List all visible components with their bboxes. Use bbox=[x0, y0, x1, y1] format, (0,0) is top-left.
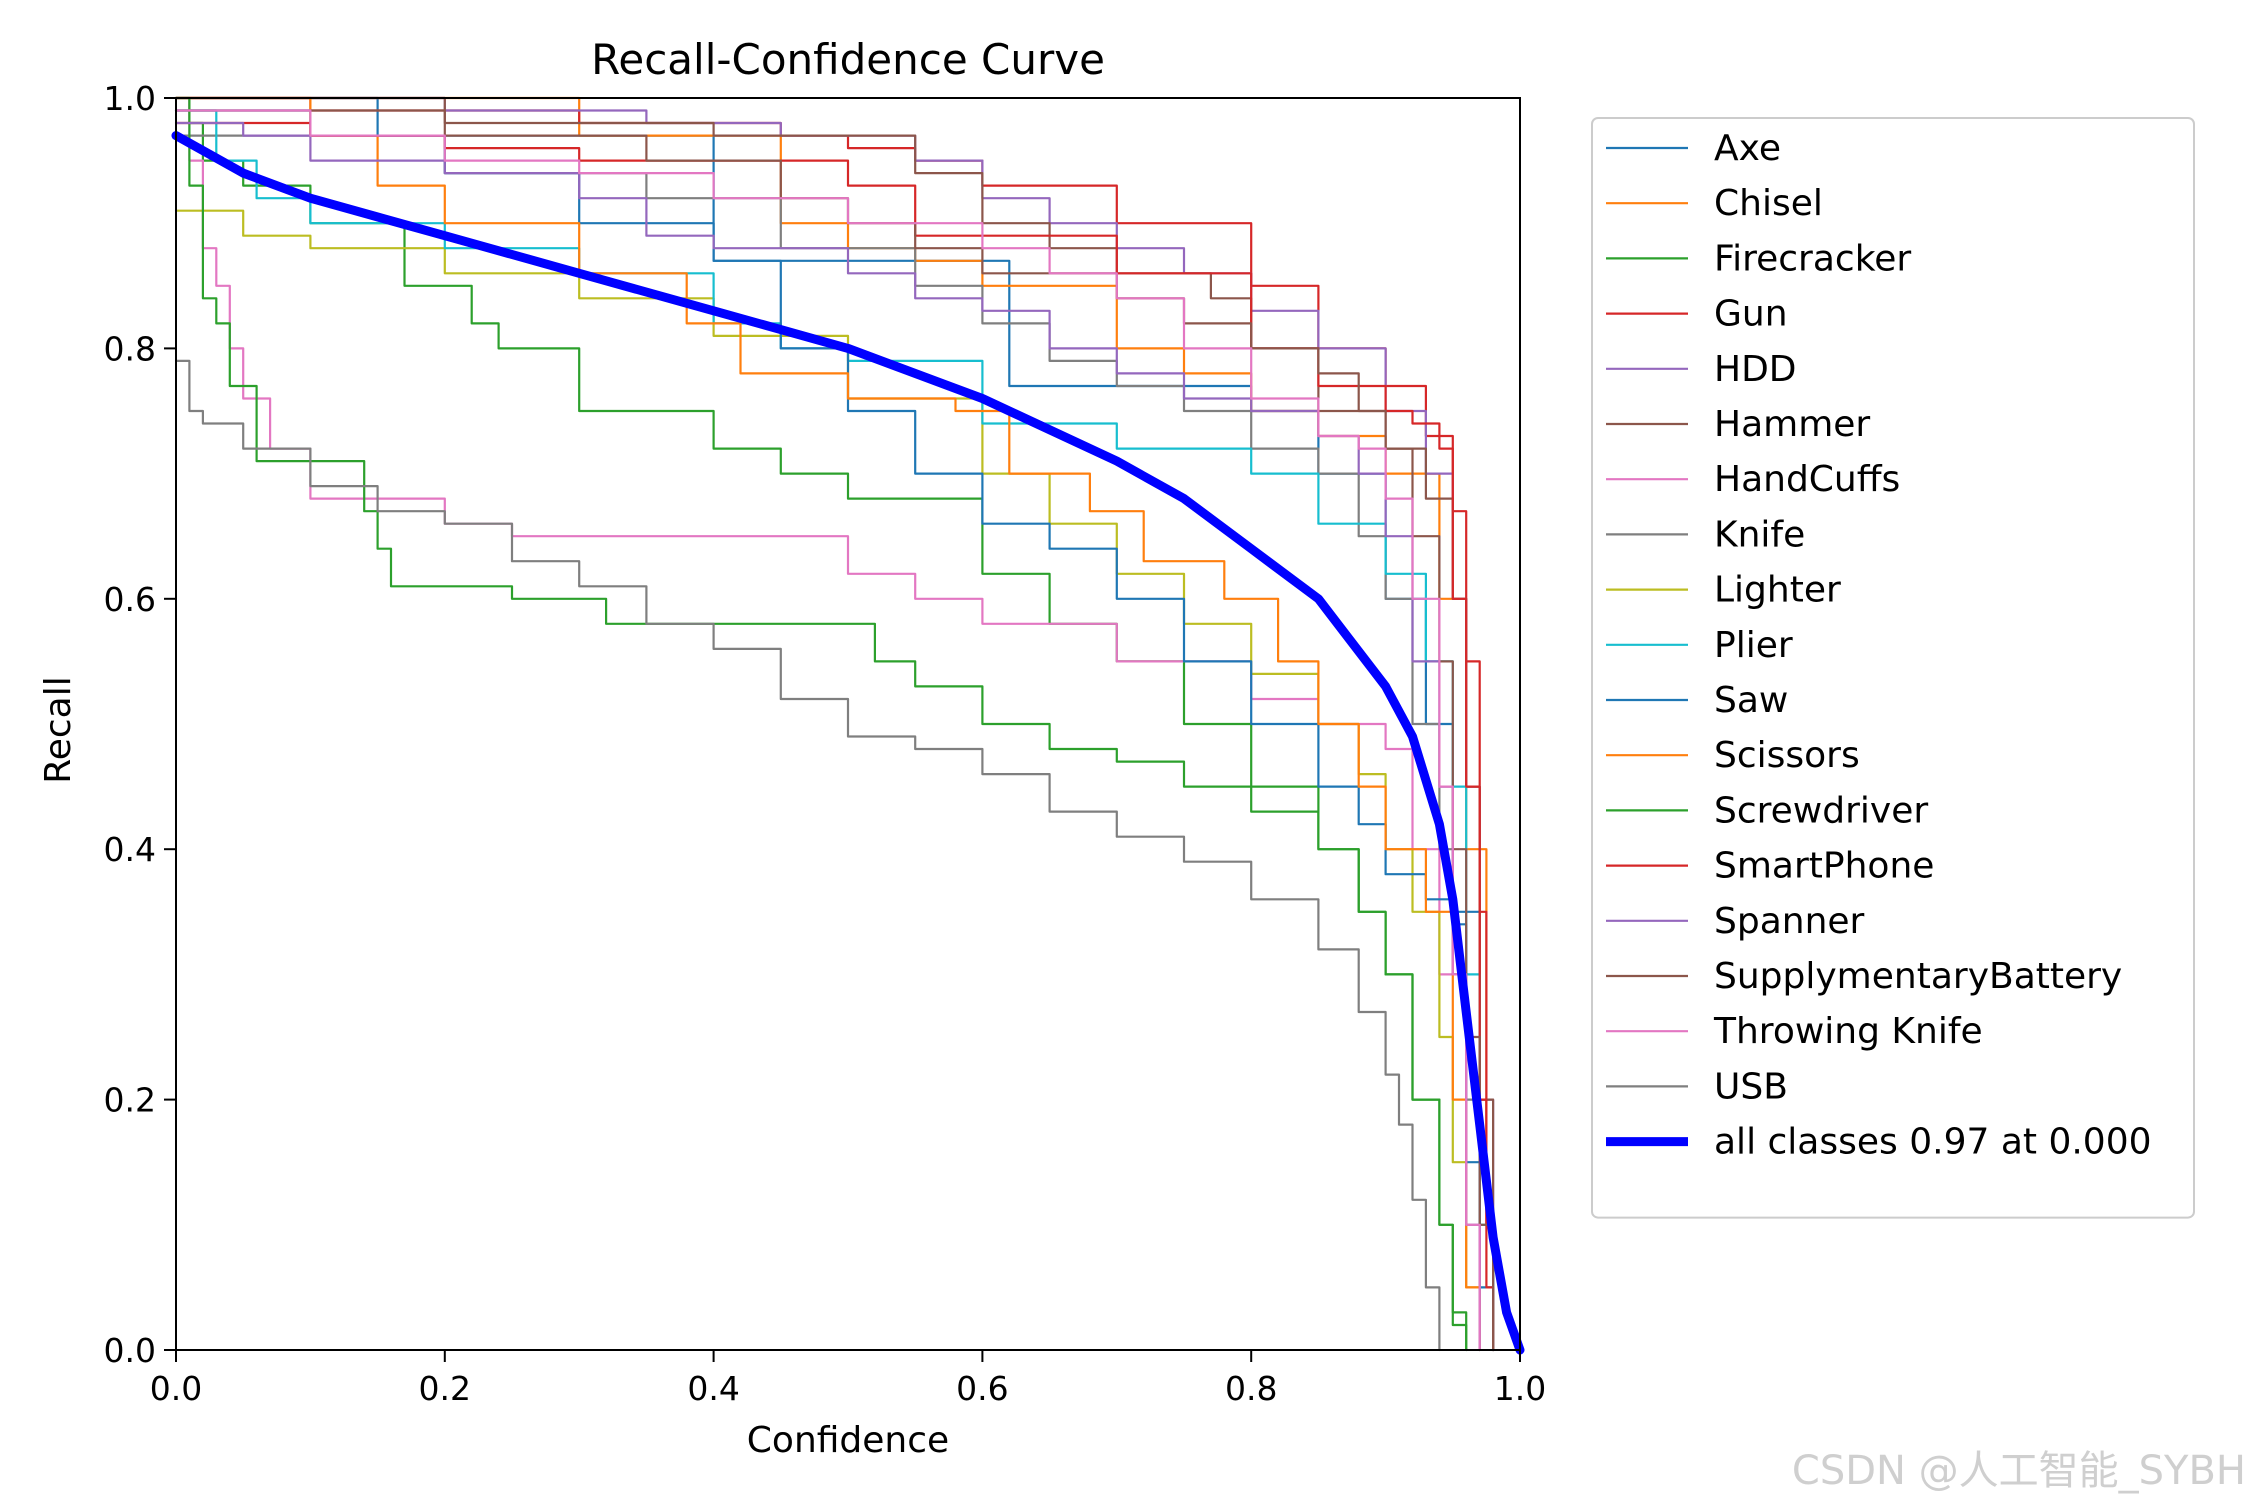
series-line-15 bbox=[174, 109, 1495, 1352]
series-line-14 bbox=[174, 121, 1481, 1352]
legend-label: Hammer bbox=[1714, 404, 1870, 445]
x-tick-label: 1.0 bbox=[1494, 1369, 1546, 1408]
legend-label: Spanner bbox=[1714, 901, 1865, 942]
y-tick-label: 0.0 bbox=[104, 1331, 156, 1370]
x-tick-label: 0.6 bbox=[956, 1369, 1008, 1408]
plot-frame bbox=[175, 97, 1521, 1351]
watermark-text: CSDN @人工智能_SYBH bbox=[1791, 1448, 2246, 1494]
legend-label: Throwing Knife bbox=[1713, 1011, 1983, 1052]
series-line-17 bbox=[174, 359, 1441, 1352]
series-line-10 bbox=[174, 109, 1481, 1352]
legend-label: Knife bbox=[1714, 514, 1805, 555]
x-tick-label: 0.0 bbox=[150, 1369, 202, 1408]
y-tick-label: 1.0 bbox=[104, 79, 156, 118]
x-tick-label: 0.2 bbox=[419, 1369, 471, 1408]
series-line-8 bbox=[174, 209, 1481, 1352]
legend-label: Chisel bbox=[1714, 183, 1823, 224]
legend-label: Firecracker bbox=[1714, 238, 1911, 279]
legend-label: Screwdriver bbox=[1714, 790, 1928, 831]
y-tick-label: 0.6 bbox=[104, 580, 156, 619]
legend-label: HandCuffs bbox=[1714, 459, 1900, 500]
x-tick-label: 0.4 bbox=[687, 1369, 739, 1408]
y-tick-label: 0.4 bbox=[104, 830, 156, 869]
y-axis-label: Recall bbox=[38, 676, 79, 783]
legend-label: Gun bbox=[1714, 294, 1788, 335]
legend-label: SmartPhone bbox=[1714, 846, 1934, 887]
legend-box bbox=[1591, 117, 2195, 1219]
y-tick-label: 0.2 bbox=[104, 1081, 156, 1120]
legend-label: Scissors bbox=[1714, 735, 1860, 776]
legend-label: USB bbox=[1714, 1066, 1788, 1107]
legend-label: all classes 0.97 at 0.000 bbox=[1714, 1122, 2152, 1163]
legend-label: Axe bbox=[1714, 128, 1781, 169]
legend-label: HDD bbox=[1714, 349, 1797, 390]
series-line-11 bbox=[174, 96, 1481, 1352]
axis-ticks: 0.0 0.2 0.4 0.6 0.8 1.0 0.0 0.2 0.4 0.6 0.8 1.0 bbox=[104, 79, 1547, 1408]
x-tick-label: 0.8 bbox=[1225, 1369, 1277, 1408]
legend-label: Lighter bbox=[1714, 570, 1841, 611]
series-line-13 bbox=[174, 121, 1495, 1352]
legend-label: SupplymentaryBattery bbox=[1714, 956, 2122, 997]
series-line-16 bbox=[174, 109, 1481, 1352]
legend: Axe Chisel Firecracker Gun HDD Hammer HandCuff… bbox=[1591, 117, 2195, 1219]
series-line-6 bbox=[174, 96, 1481, 1352]
legend-label: Saw bbox=[1714, 680, 1788, 721]
legend-label: Plier bbox=[1714, 625, 1793, 666]
y-tick-label: 0.8 bbox=[104, 329, 156, 368]
series-line-9 bbox=[174, 109, 1495, 1352]
chart-title: Recall-Confidence Curve bbox=[591, 35, 1105, 84]
plot-series bbox=[171, 96, 1525, 1355]
x-axis-label: Confidence bbox=[747, 1420, 949, 1461]
series-line-all-classes bbox=[171, 131, 1525, 1355]
series-line-12 bbox=[174, 96, 1468, 1352]
series-line-7 bbox=[174, 134, 1495, 1352]
